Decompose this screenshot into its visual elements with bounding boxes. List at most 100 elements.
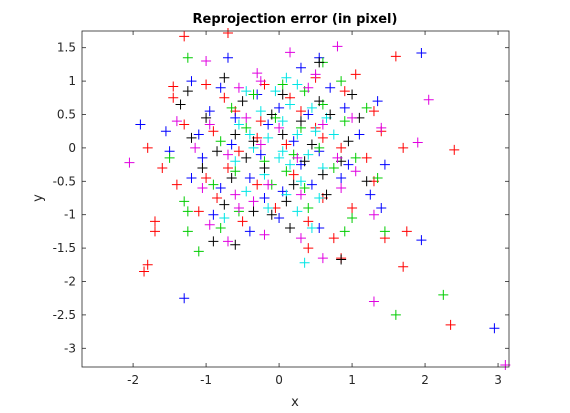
data-point	[179, 196, 190, 207]
data-point	[274, 152, 285, 163]
data-point	[241, 186, 252, 197]
data-point	[230, 166, 241, 177]
data-point	[339, 102, 350, 113]
data-point	[204, 119, 215, 130]
y-tick-label: 0	[68, 141, 76, 155]
data-point	[310, 69, 321, 80]
data-point	[295, 106, 306, 117]
data-point	[255, 76, 266, 87]
data-point	[193, 129, 204, 140]
data-point	[252, 179, 263, 190]
data-point	[233, 203, 244, 214]
data-point	[263, 119, 274, 130]
data-point	[255, 139, 266, 150]
data-point	[350, 69, 361, 80]
data-point	[241, 112, 252, 123]
series-6	[124, 41, 511, 370]
data-point	[299, 156, 310, 167]
data-point	[270, 86, 281, 97]
data-point	[244, 172, 255, 183]
data-point	[201, 172, 212, 183]
data-point	[222, 236, 233, 247]
data-point	[197, 152, 208, 163]
data-point	[285, 47, 296, 58]
data-point	[135, 119, 146, 130]
data-point	[328, 162, 339, 173]
data-point	[361, 152, 372, 163]
data-point	[285, 159, 296, 170]
data-point	[379, 159, 390, 170]
data-point	[423, 94, 434, 105]
data-point	[489, 323, 500, 334]
data-point	[281, 139, 292, 150]
data-point	[292, 129, 303, 140]
data-point	[226, 102, 237, 113]
data-point	[347, 112, 358, 123]
data-point	[317, 119, 328, 130]
data-point	[445, 319, 456, 330]
data-point	[186, 172, 197, 183]
data-point	[339, 116, 350, 127]
data-point	[306, 223, 317, 234]
data-point	[179, 119, 190, 130]
data-point	[292, 206, 303, 217]
data-point	[164, 152, 175, 163]
data-point	[303, 82, 314, 93]
data-point	[252, 68, 263, 79]
data-point	[285, 99, 296, 110]
data-point	[222, 52, 233, 63]
data-point	[306, 179, 317, 190]
x-axis-label: x	[291, 395, 299, 410]
data-point	[241, 86, 252, 97]
data-point	[186, 76, 197, 87]
data-point	[343, 136, 354, 147]
data-point	[219, 72, 230, 83]
data-point	[255, 149, 266, 160]
data-point	[398, 261, 409, 272]
data-point	[212, 146, 223, 157]
data-point	[292, 79, 303, 90]
data-point	[416, 48, 427, 59]
data-point	[222, 149, 233, 160]
data-point	[317, 169, 328, 180]
data-point	[277, 146, 288, 157]
data-point	[336, 254, 347, 265]
data-point	[368, 296, 379, 307]
data-point	[288, 169, 299, 180]
data-point	[179, 31, 190, 42]
data-point	[306, 139, 317, 150]
data-point	[412, 137, 423, 148]
data-point	[255, 116, 266, 127]
data-point	[171, 179, 182, 190]
data-point	[215, 182, 226, 193]
data-point	[314, 142, 325, 153]
y-tick-label: 0.5	[57, 107, 76, 121]
data-point	[219, 92, 230, 103]
data-point	[244, 129, 255, 140]
data-point	[365, 189, 376, 200]
data-point	[233, 119, 244, 130]
data-point	[263, 132, 274, 143]
data-point	[317, 253, 328, 264]
data-point	[197, 182, 208, 193]
x-tick-label: -2	[127, 373, 139, 387]
data-point	[372, 172, 383, 183]
data-point	[328, 233, 339, 244]
y-tick-label: -2.5	[53, 308, 76, 322]
data-point	[336, 182, 347, 193]
data-point	[222, 28, 233, 39]
data-point	[248, 206, 259, 217]
data-point	[288, 136, 299, 147]
data-point	[230, 189, 241, 200]
data-point	[368, 209, 379, 220]
data-point	[179, 293, 190, 304]
data-point	[350, 152, 361, 163]
data-point	[376, 203, 387, 214]
data-point	[230, 156, 241, 167]
data-point	[263, 203, 274, 214]
data-point	[274, 213, 285, 224]
data-point	[248, 136, 259, 147]
x-tick-label: 2	[421, 373, 429, 387]
data-point	[182, 86, 193, 97]
data-point	[299, 182, 310, 193]
